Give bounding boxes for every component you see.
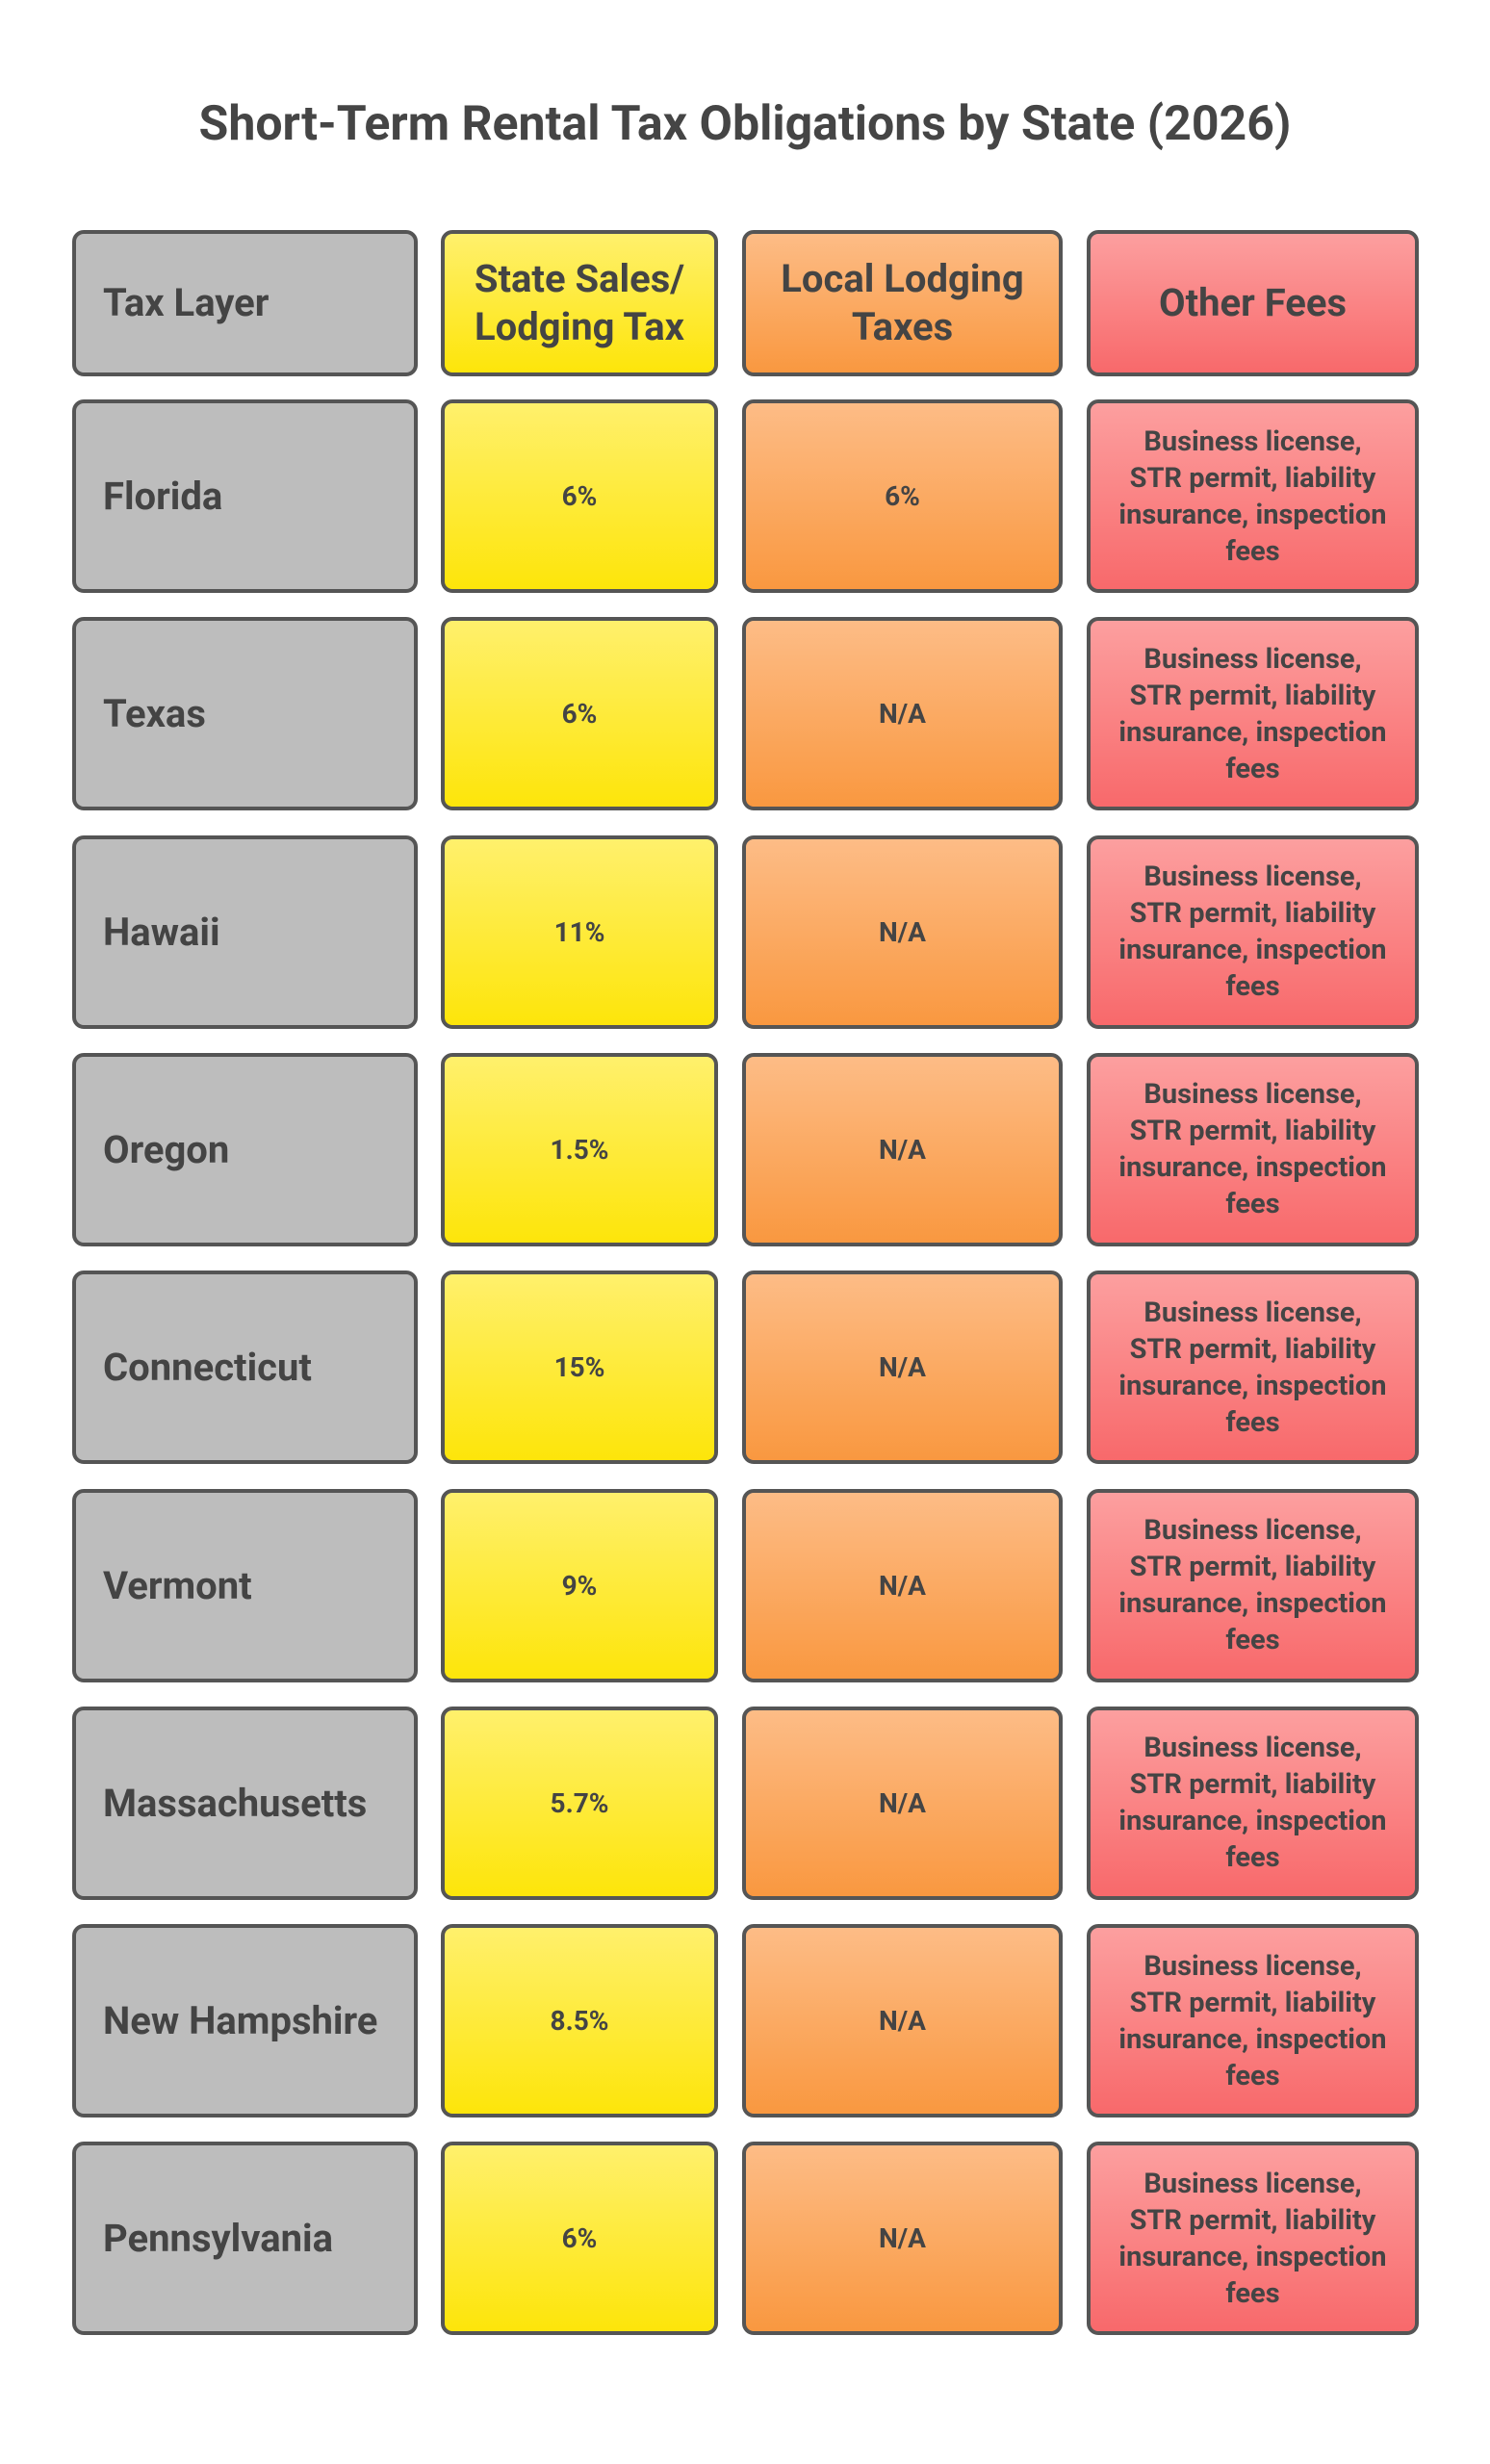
other-fees: Business license, STR permit, liability …: [1087, 1270, 1419, 1465]
state-tax: 6%: [441, 399, 718, 593]
state-tax: 5.7%: [441, 1706, 718, 1900]
row-label: Connecticut: [72, 1270, 418, 1465]
row-label: Oregon: [72, 1052, 418, 1246]
header-cell: Tax Layer: [72, 230, 418, 376]
other-fees: Business license, STR permit, liability …: [1087, 834, 1419, 1029]
state-tax: 6%: [441, 617, 718, 811]
local-tax: N/A: [742, 1270, 1063, 1465]
row-label: New Hampshire: [72, 1924, 418, 2118]
row-label: Texas: [72, 617, 418, 811]
other-fees: Business license, STR permit, liability …: [1087, 1488, 1419, 1682]
row-label: Vermont: [72, 1488, 418, 1682]
other-fees: Business license, STR permit, liability …: [1087, 2142, 1419, 2336]
other-fees: Business license, STR permit, liability …: [1087, 1052, 1419, 1246]
other-fees: Business license, STR permit, liability …: [1087, 617, 1419, 811]
local-tax: N/A: [742, 1706, 1063, 1900]
other-fees: Business license, STR permit, liability …: [1087, 1706, 1419, 1900]
row-label: Pennsylvania: [72, 2142, 418, 2336]
state-tax: 11%: [441, 834, 718, 1029]
title: Short-Term Rental Tax Obligations by Sta…: [198, 96, 1292, 152]
state-tax: 15%: [441, 1270, 718, 1465]
other-fees: Business license, STR permit, liability …: [1087, 1924, 1419, 2118]
row-label: Florida: [72, 399, 418, 593]
header-cell: Other Fees: [1087, 230, 1419, 376]
state-tax: 1.5%: [441, 1052, 718, 1246]
state-tax: 9%: [441, 1488, 718, 1682]
row-label: Hawaii: [72, 834, 418, 1029]
header-cell: State Sales/ Lodging Tax: [441, 230, 718, 376]
state-tax: 6%: [441, 2142, 718, 2336]
header-cell: Local Lodging Taxes: [742, 230, 1063, 376]
local-tax: N/A: [742, 1924, 1063, 2118]
local-tax: N/A: [742, 1052, 1063, 1246]
local-tax: N/A: [742, 834, 1063, 1029]
local-tax: N/A: [742, 2142, 1063, 2336]
local-tax: N/A: [742, 617, 1063, 811]
state-tax: 8.5%: [441, 1924, 718, 2118]
row-label: Massachusetts: [72, 1706, 418, 1900]
other-fees: Business license, STR permit, liability …: [1087, 399, 1419, 593]
local-tax: N/A: [742, 1488, 1063, 1682]
local-tax: 6%: [742, 399, 1063, 593]
